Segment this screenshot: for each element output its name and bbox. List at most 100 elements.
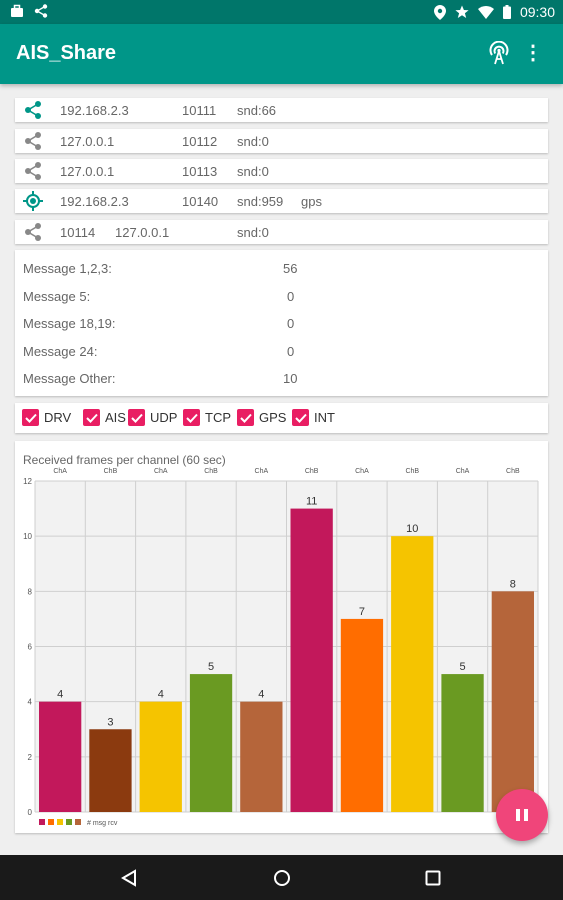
filter-bar: DRV AIS UDP TCP GPS INT xyxy=(15,403,548,433)
connection-row[interactable]: 127.0.0.1 10112 snd:0 xyxy=(15,129,548,153)
category-label: ChB xyxy=(104,468,118,475)
share-icon xyxy=(34,4,48,18)
star-icon xyxy=(455,5,469,18)
chart-title: Received frames per channel (60 sec) xyxy=(23,453,226,467)
category-label: ChA xyxy=(154,468,168,475)
connection-sent: snd:0 xyxy=(237,134,269,149)
bar xyxy=(491,591,534,812)
pause-icon-bar xyxy=(524,809,528,821)
filter-label: UDP xyxy=(150,410,178,425)
connection-extra: gps xyxy=(301,194,322,209)
message-count: 56 xyxy=(283,261,298,276)
connection-row[interactable]: 192.168.2.3 10140 snd:959 gps xyxy=(15,189,548,213)
y-tick-label: 4 xyxy=(28,698,33,707)
bar-value-label: 5 xyxy=(459,661,465,673)
message-label: Message Other: xyxy=(23,371,116,386)
filter-checkbox-tcp[interactable]: TCP xyxy=(183,409,231,426)
bar-value-label: 10 xyxy=(406,523,418,535)
filter-label: INT xyxy=(314,410,335,425)
category-label: ChB xyxy=(204,468,218,475)
filter-checkbox-int[interactable]: INT xyxy=(292,409,335,426)
category-label: ChA xyxy=(456,468,470,475)
category-label: ChA xyxy=(255,468,269,475)
back-icon[interactable] xyxy=(120,869,138,887)
message-label: Message 5: xyxy=(23,288,91,304)
pause-icon-bar xyxy=(516,809,520,821)
checkbox-checked-icon xyxy=(83,409,100,426)
gps-target-icon xyxy=(23,191,43,211)
connection-row[interactable]: 10114 127.0.0.1 snd:0 xyxy=(15,220,548,244)
connection-sent: snd:0 xyxy=(237,225,269,240)
filter-checkbox-ais[interactable]: AIS xyxy=(83,409,126,426)
message-label: Message 18,19: xyxy=(23,316,116,331)
app-bar: AIS_Share ⋮ xyxy=(0,24,563,84)
y-tick-label: 10 xyxy=(23,532,32,541)
bar-value-label: 8 xyxy=(510,578,516,590)
recents-icon[interactable] xyxy=(425,870,441,886)
bar xyxy=(441,674,484,812)
app-title: AIS_Share xyxy=(16,42,117,64)
share-icon xyxy=(25,101,41,119)
antenna-broadcast-icon[interactable] xyxy=(487,41,511,65)
legend-swatch xyxy=(75,819,81,825)
connection-ip: 127.0.0.1 xyxy=(60,164,115,179)
bar xyxy=(39,701,82,812)
filter-label: DRV xyxy=(44,410,72,425)
connection-row[interactable]: 127.0.0.1 10113 snd:0 xyxy=(15,159,548,183)
category-label: ChA xyxy=(53,468,67,475)
bar-value-label: 7 xyxy=(359,606,365,618)
checkbox-checked-icon xyxy=(237,409,254,426)
navigation-bar xyxy=(0,855,563,900)
bar xyxy=(290,508,333,812)
connection-ip: 192.168.2.3 xyxy=(60,103,129,118)
share-icon xyxy=(25,162,41,180)
filter-checkbox-udp[interactable]: UDP xyxy=(128,409,177,426)
bar xyxy=(89,729,132,812)
checkbox-checked-icon xyxy=(22,409,39,426)
legend-swatch xyxy=(39,819,45,825)
bar-chart: 0 2 4 6 8 10 12 ChA ChB ChA ChB ChA ChB ChA ChB ChA ChB 4… xyxy=(23,468,539,827)
legend-swatch xyxy=(57,819,63,825)
category-label: ChA xyxy=(355,468,369,475)
bar-value-label: 4 xyxy=(57,689,63,701)
bar xyxy=(189,674,233,812)
message-count: 0 xyxy=(287,316,295,331)
category-label: ChB xyxy=(506,468,520,475)
connection-ip: 127.0.0.1 xyxy=(60,134,115,149)
bar-value-label: 11 xyxy=(306,496,317,508)
filter-label: TCP xyxy=(205,410,231,425)
message-stats-card: Message 1,2,3: 56 Message 5: 0 Message 18,19… xyxy=(15,250,548,396)
briefcase-icon xyxy=(11,4,23,17)
checkbox-checked-icon xyxy=(292,409,309,426)
y-tick-label: 0 xyxy=(28,808,33,817)
y-tick-label: 6 xyxy=(28,643,33,652)
connection-row[interactable]: 192.168.2.3 10111 snd:66 xyxy=(15,98,548,122)
filter-checkbox-drv[interactable]: DRV xyxy=(22,409,71,426)
legend-swatch xyxy=(48,819,54,825)
connection-sent: snd:66 xyxy=(237,103,277,118)
clock: 09:30 xyxy=(519,4,555,20)
pause-button[interactable] xyxy=(496,789,548,841)
y-tick-label: 8 xyxy=(28,587,33,596)
message-count: 10 xyxy=(283,371,298,386)
bar xyxy=(240,701,283,812)
filter-label: AIS xyxy=(105,410,126,425)
connection-ip: 10114 xyxy=(60,225,96,240)
filter-checkbox-gps[interactable]: GPS xyxy=(237,409,286,426)
bar-value-label: 4 xyxy=(258,689,264,701)
legend-label: # msg rcv xyxy=(87,820,118,827)
connection-sent: snd:959 xyxy=(237,194,284,209)
status-bar: 09:30 xyxy=(0,0,563,24)
checkbox-checked-icon xyxy=(128,409,145,426)
home-icon[interactable] xyxy=(273,869,291,887)
connection-ip: 192.168.2.3 xyxy=(60,194,129,209)
chart-card: Received frames per channel (60 sec) 0 2 4… xyxy=(15,441,548,833)
bar xyxy=(391,536,434,812)
location-icon xyxy=(433,4,446,20)
overflow-menu-icon[interactable]: ⋮ xyxy=(523,42,543,64)
message-label: Message 1,2,3: xyxy=(23,261,112,276)
y-tick-label: 2 xyxy=(28,753,33,762)
battery-icon xyxy=(502,5,511,19)
connection-sent: snd:0 xyxy=(237,164,269,179)
connection-port: 10113 xyxy=(182,164,218,179)
